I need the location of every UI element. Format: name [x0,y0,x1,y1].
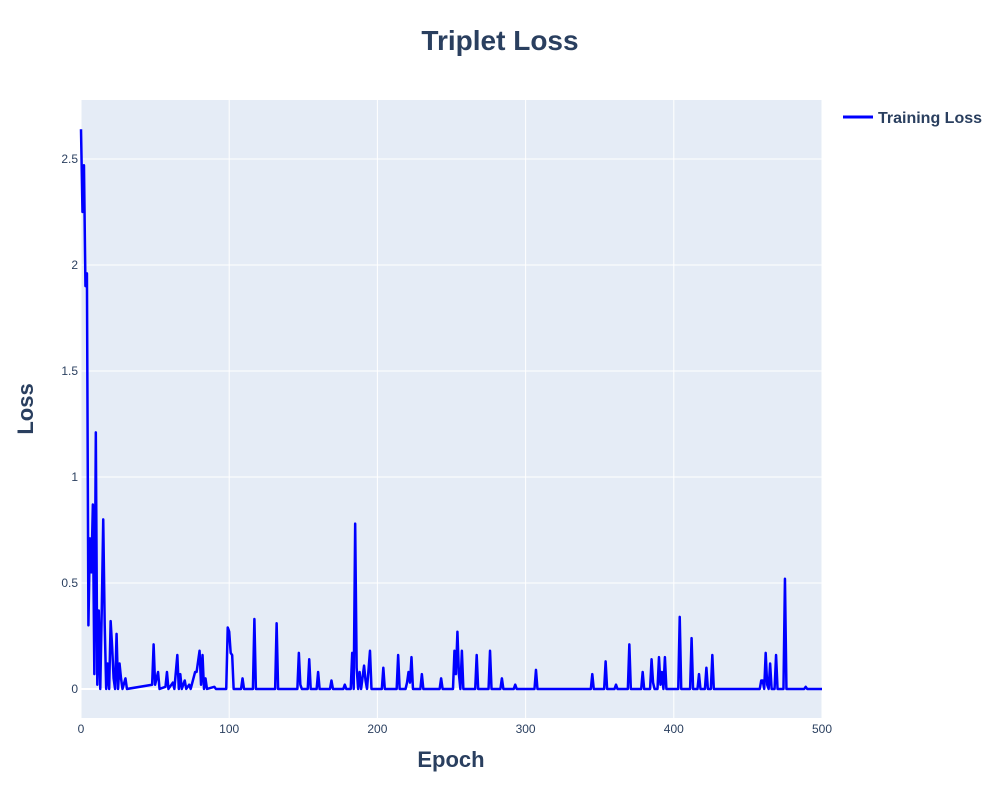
x-tick-label: 300 [516,722,536,736]
x-tick-label: 100 [219,722,239,736]
y-tick-label: 0.5 [61,576,78,590]
x-tick-label: 200 [367,722,387,736]
line-series [79,129,822,691]
legend-label: Training Loss [878,110,982,127]
y-tick-label: 1 [71,470,78,484]
y-tick-label: 2.5 [61,152,78,166]
x-axis-label: Epoch [417,747,484,772]
y-tick-label: 2 [71,258,78,272]
y-axis-label: Loss [13,383,38,434]
y-tick-label: 0 [71,682,78,696]
x-tick-label: 400 [664,722,684,736]
plot-area [81,100,822,718]
x-tick-label: 500 [812,722,832,736]
chart-title: Triplet Loss [421,25,578,56]
x-tick-label: 0 [78,722,85,736]
y-tick-label: 1.5 [61,364,78,378]
